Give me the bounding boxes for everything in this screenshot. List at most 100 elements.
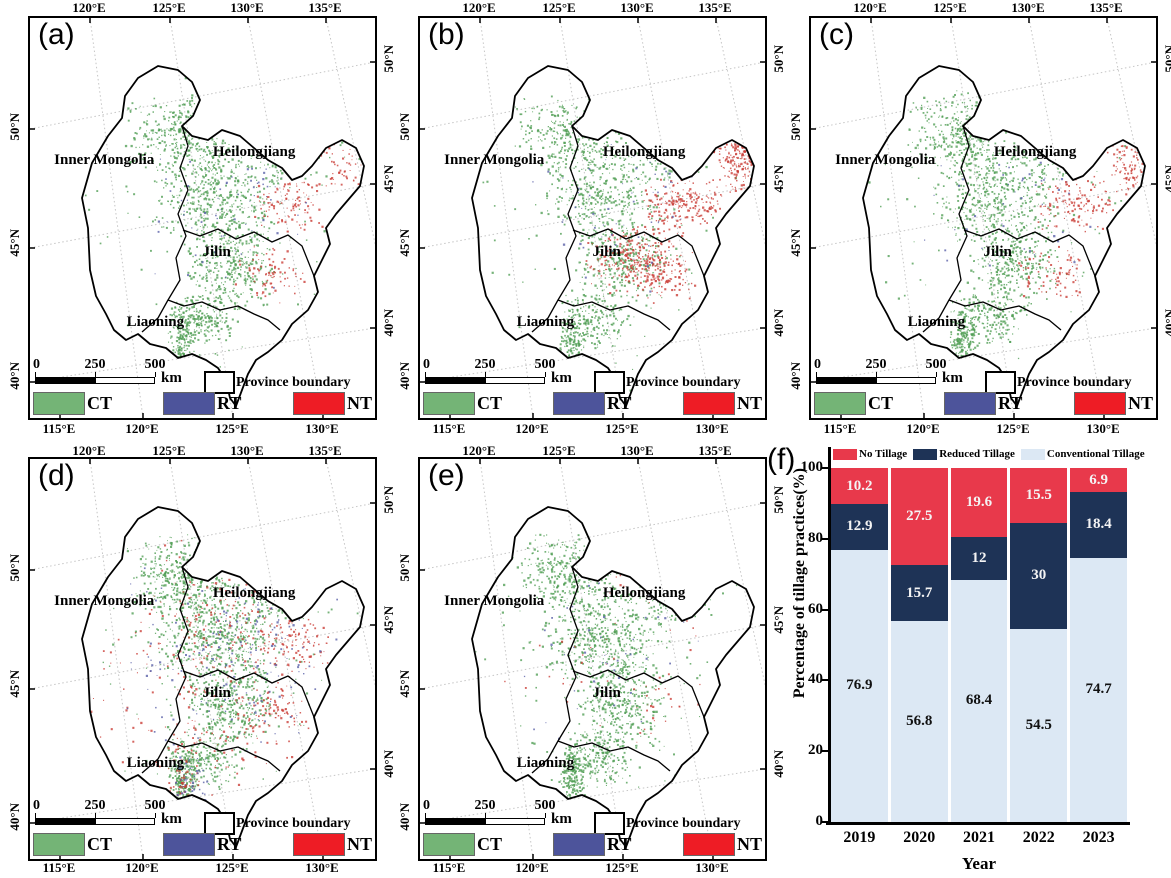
scale-tick-250: 250 [84,798,106,813]
region-outer-boundary [81,506,365,848]
lat-tick-left-45n: 45°N [7,229,22,257]
province-boundary-legend: Province boundary [204,371,350,394]
lon-tick-top-120e: 120°E [462,0,496,15]
bar-segment: 18.4 [1070,492,1127,558]
legend-item-nt: NT [683,831,762,857]
lon-tick-bottom-115e: 115°E [432,860,466,875]
ct-label: CT [87,833,113,854]
province-label-inner-mongolia: Inner Mongolia [54,593,155,609]
graticule-lines [30,18,375,418]
scale-unit: km [551,811,572,827]
boundary-legend-label: Province boundary [1017,374,1132,390]
scale-unit: km [551,370,572,386]
scale-tick-mark [155,813,156,818]
nt-swatch [683,391,735,415]
lon-tick-top-125e: 125°E [152,443,186,458]
scale-tick-500: 500 [925,357,947,372]
lon-tick-bottom-115e: 115°E [42,860,76,875]
legend-swatch [1020,448,1045,460]
boundary-swatch [204,812,235,835]
bar-value-label: 27.5 [906,508,933,525]
scale-bar-filled-segment [816,377,876,384]
scale-tick-mark [545,372,546,377]
rt-swatch [944,391,996,415]
boundary-legend-label: Province boundary [626,815,741,831]
panel-letter: (e) [428,459,465,492]
lon-tick-top-130e: 130°E [620,443,654,458]
y-tick-label: 0 [815,813,824,829]
province-label-heilongjiang: Heilongjiang [993,144,1077,160]
lat-tick-left-50n: 50°N [397,554,412,582]
axis-edge-ticks [30,18,375,418]
y-tick-label: 20 [808,742,823,759]
scale-tick-0: 0 [33,357,40,372]
boundary-legend-label: Province boundary [236,374,351,390]
x-tick-label: 2022 [1022,829,1055,846]
boundary-swatch [594,812,625,835]
province-label-heilongjiang: Heilongjiang [602,144,686,160]
rt-swatch [163,832,215,856]
province-boundary-legend: Province boundary [985,371,1131,394]
panel-a-map: 120°E 125°E 130°E 135°E [0,0,396,443]
bar-value-label: 76.9 [846,677,873,694]
lon-tick-bottom-130e: 130°E [695,860,729,875]
x-axis-title: Year [962,854,996,873]
ct-label: CT [477,833,503,854]
lon-tick-bottom-125e: 125°E [215,421,249,436]
lon-tick-bottom-130e: 130°E [305,421,339,436]
bar-segment: 19.6 [950,468,1008,538]
panel-d-map: 120°E 125°E 130°E 135°E [0,443,396,878]
bar-value-label: 6.9 [1089,471,1108,488]
rt-swatch [553,391,605,415]
region-outer-boundary [471,65,755,407]
scale-bar-empty-segment [95,818,155,825]
scale-bar: 0 250 500 km [33,357,213,391]
year-bar: 15.5 30 54.5 [1010,468,1068,822]
lon-tick-bottom-125e: 125°E [605,860,639,875]
lon-tick-bottom-125e: 125°E [215,860,249,875]
lat-tick-left-40n: 40°N [7,803,22,831]
bar-segment: 15.7 [890,565,948,621]
bar-value-label: 12.9 [846,518,873,535]
bar-segment: 10.2 [831,468,888,505]
tillage-pixels-layer [82,509,364,836]
panel-letter: (b) [428,18,465,51]
rt-label: RT [998,392,1023,413]
bar-value-label: 30 [1031,567,1047,584]
class-legend: CT RT NT [30,390,375,416]
legend-label: No Tillage [859,448,908,460]
nt-swatch [683,832,735,856]
scale-bar: 0 250 500 km [423,798,603,832]
scale-bar-empty-segment [876,377,936,384]
lat-tick-right-50n: 50°N [1162,45,1171,73]
panel-e-map: 120°E 125°E 130°E 135°E [390,443,786,878]
lon-tick-top-135e: 135°E [698,443,732,458]
rt-label: RT [217,833,242,854]
province-boundary-legend: Province boundary [594,812,740,835]
lon-tick-top-120e: 120°E [853,0,887,15]
lat-tick-right-45n: 45°N [1162,165,1171,193]
x-axis-ticks: 2019 2020 2021 2022 2023 [831,829,1127,847]
legend-item: Conventional Tillage [1020,448,1145,460]
y-tick-mark [822,679,828,682]
lon-tick-top-135e: 135°E [1089,0,1123,15]
panel-letter: (c) [819,18,854,51]
tillage-pixels-layer [863,80,1145,405]
province-label-liaoning: Liaoning [516,755,575,771]
scale-tick-250: 250 [474,357,496,372]
map-canvas [420,459,765,859]
lon-tick-top-130e: 130°E [230,443,264,458]
lon-tick-top-125e: 125°E [152,0,186,15]
bar-value-label: 68.4 [965,692,993,709]
bar-value-label: 10.2 [846,477,873,494]
legend-item-rt: RT [163,831,241,857]
legend-item-nt: NT [683,390,762,416]
scale-bar-empty-segment [95,377,155,384]
lat-tick-left-50n: 50°N [397,113,412,141]
year-bar: 27.5 15.7 56.8 [890,468,948,822]
bar-segment: 76.9 [831,549,888,822]
region-outer-boundary [81,65,365,407]
scale-bar: 0 250 500 km [814,357,994,391]
lon-tick-bottom-115e: 115°E [432,421,466,436]
lon-tick-top-125e: 125°E [542,0,576,15]
